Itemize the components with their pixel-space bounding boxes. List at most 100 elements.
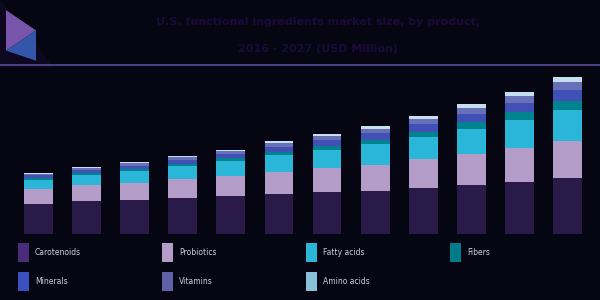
Bar <box>217 196 245 234</box>
Bar <box>162 243 173 262</box>
Bar <box>169 166 197 179</box>
Bar <box>169 198 197 234</box>
Bar <box>120 183 149 200</box>
Bar <box>265 172 293 194</box>
Bar <box>313 136 341 140</box>
Bar <box>217 152 245 154</box>
Bar <box>457 185 486 234</box>
Bar <box>265 194 293 234</box>
Bar <box>169 164 197 166</box>
Bar <box>505 120 534 148</box>
Text: Vitamins: Vitamins <box>179 277 212 286</box>
Text: Carotenoids: Carotenoids <box>35 248 81 257</box>
Bar <box>409 188 437 234</box>
Bar <box>265 143 293 147</box>
Bar <box>409 160 437 188</box>
Polygon shape <box>0 0 54 68</box>
Bar <box>457 154 486 185</box>
Bar <box>18 272 29 291</box>
Bar <box>505 182 534 234</box>
Text: Fibers: Fibers <box>467 248 490 257</box>
Bar <box>169 179 197 198</box>
Text: Probiotics: Probiotics <box>179 248 217 257</box>
Text: Minerals: Minerals <box>35 277 67 286</box>
Bar <box>120 200 149 234</box>
Bar <box>313 168 341 193</box>
Bar <box>313 146 341 150</box>
Bar <box>409 119 437 124</box>
Bar <box>24 178 53 180</box>
Polygon shape <box>6 10 36 51</box>
Bar <box>120 171 149 183</box>
Bar <box>361 165 389 190</box>
Bar <box>18 243 29 262</box>
Bar <box>505 92 534 96</box>
Bar <box>265 152 293 155</box>
Bar <box>72 167 101 168</box>
Bar <box>457 104 486 108</box>
Bar <box>313 140 341 146</box>
Bar <box>450 243 461 262</box>
Bar <box>553 141 582 178</box>
Bar <box>217 154 245 158</box>
Bar <box>24 204 53 234</box>
Bar <box>162 272 173 291</box>
Bar <box>553 178 582 234</box>
Bar <box>120 169 149 171</box>
Bar <box>553 77 582 82</box>
Bar <box>72 173 101 175</box>
Bar <box>265 142 293 143</box>
Bar <box>457 129 486 154</box>
Bar <box>265 155 293 172</box>
Bar <box>361 133 389 140</box>
Bar <box>169 158 197 160</box>
Bar <box>409 116 437 119</box>
Bar <box>361 140 389 144</box>
Bar <box>72 202 101 234</box>
Bar <box>217 176 245 196</box>
Bar <box>361 126 389 129</box>
Bar <box>72 168 101 170</box>
Bar <box>72 170 101 173</box>
Bar <box>72 185 101 202</box>
Bar <box>120 162 149 163</box>
Bar <box>265 147 293 152</box>
Bar <box>313 150 341 168</box>
Text: 2016 - 2027 (USD Million): 2016 - 2027 (USD Million) <box>238 44 398 54</box>
Bar <box>306 272 317 291</box>
Bar <box>313 134 341 136</box>
Bar <box>505 148 534 182</box>
Bar <box>217 158 245 161</box>
Text: U.S. functional ingredients market size, by product,: U.S. functional ingredients market size,… <box>156 16 480 27</box>
Bar <box>120 163 149 166</box>
Bar <box>505 103 534 112</box>
Bar <box>24 176 53 178</box>
Bar <box>553 110 582 141</box>
Bar <box>24 180 53 189</box>
Bar <box>505 112 534 120</box>
Polygon shape <box>6 30 36 61</box>
Bar <box>120 166 149 169</box>
Bar <box>169 156 197 158</box>
Bar <box>553 100 582 110</box>
Bar <box>409 132 437 137</box>
Bar <box>457 114 486 122</box>
Bar <box>24 189 53 204</box>
Bar <box>306 243 317 262</box>
Text: Fatty acids: Fatty acids <box>323 248 364 257</box>
Bar <box>553 82 582 90</box>
Bar <box>361 190 389 234</box>
Bar <box>361 129 389 133</box>
Bar <box>553 90 582 101</box>
Bar <box>217 150 245 152</box>
Bar <box>72 175 101 185</box>
Bar <box>361 144 389 165</box>
Bar <box>313 193 341 234</box>
Bar <box>24 173 53 174</box>
Text: Amino acids: Amino acids <box>323 277 370 286</box>
Bar <box>169 160 197 164</box>
Bar <box>505 96 534 103</box>
Bar <box>409 137 437 160</box>
Bar <box>457 108 486 114</box>
Bar <box>457 122 486 129</box>
